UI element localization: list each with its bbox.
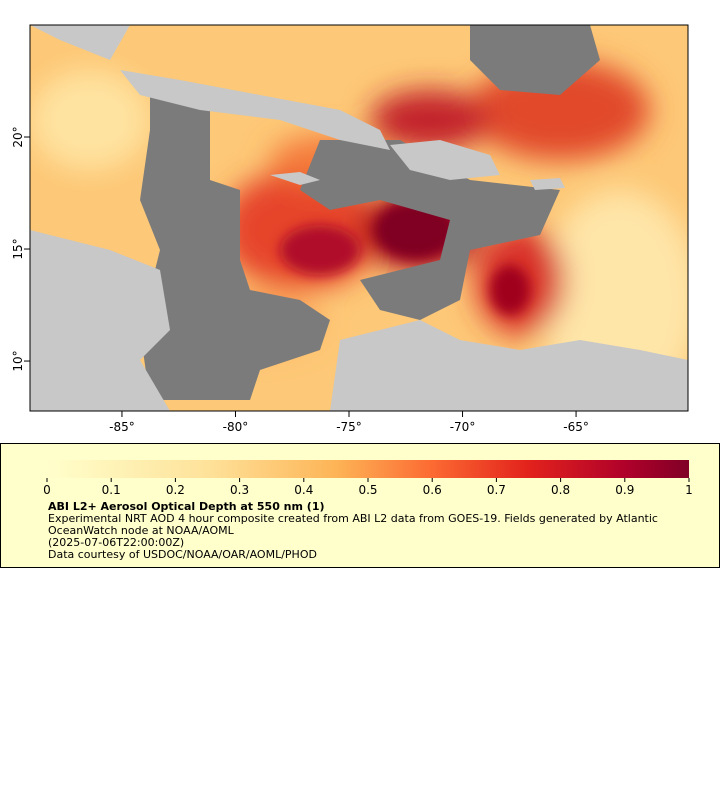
map-image — [30, 25, 688, 411]
map-frame — [29, 24, 689, 412]
x-tick-label: -75° — [336, 420, 362, 434]
colorbar-tick-label: 0.1 — [102, 483, 121, 497]
colorbar: 0 0.1 0.2 0.3 0.4 0.5 0.6 0.7 0.8 0.9 1 — [43, 460, 693, 497]
colorbar-ramp — [47, 460, 689, 478]
legend-panel: 0 0.1 0.2 0.3 0.4 0.5 0.6 0.7 0.8 0.9 1 ABI L2+ Ae… — [0, 443, 720, 568]
colorbar-tick-label: 1 — [685, 483, 693, 497]
x-tick-label: -65° — [563, 420, 589, 434]
colorbar-tick-label: 0.9 — [615, 483, 634, 497]
y-tick-label: 20° — [11, 126, 25, 147]
x-tick-label: -80° — [223, 420, 249, 434]
y-tick-label: 15° — [11, 238, 25, 259]
y-tick-label: 10° — [11, 350, 25, 371]
legend-credit: Data courtesy of USDOC/NOAA/OAR/AOML/PHO… — [48, 548, 317, 561]
map-figure: -85° -80° -75° -70° -65° 10° 15° 20° — [11, 24, 689, 434]
legend-title: ABI L2+ Aerosol Optical Depth at 550 nm … — [48, 500, 325, 513]
colorbar-tick-label: 0.3 — [230, 483, 249, 497]
colorbar-tick-label: 0.6 — [423, 483, 442, 497]
legend-time: (2025-07-06T22:00:00Z) — [48, 536, 185, 549]
colorbar-tick-label: 0.2 — [166, 483, 185, 497]
colorbar-tick-label: 0.5 — [358, 483, 377, 497]
colorbar-tick-label: 0.8 — [551, 483, 570, 497]
x-tick-label: -85° — [109, 420, 135, 434]
colorbar-tick-label: 0.7 — [487, 483, 506, 497]
colorbar-tick-label: 0 — [43, 483, 51, 497]
legend-description: Experimental NRT AOD 4 hour composite cr… — [48, 512, 658, 537]
x-tick-label: -70° — [450, 420, 476, 434]
colorbar-tick-label: 0.4 — [294, 483, 313, 497]
